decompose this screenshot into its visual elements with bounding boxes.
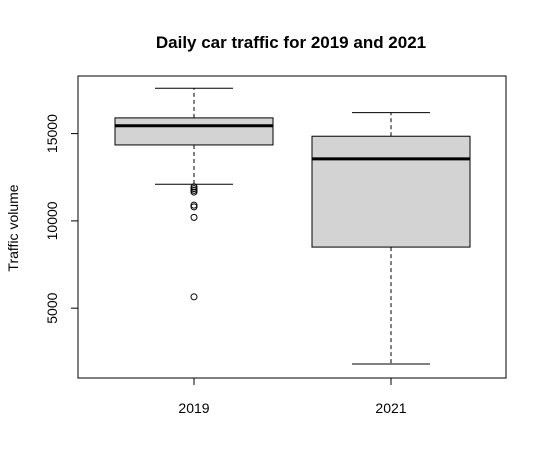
x-tick-label: 2019 [178,400,209,416]
iqr-box [311,135,471,248]
boxes-group [114,87,471,365]
outlier-point [190,293,198,301]
outlier-point [190,188,198,196]
x-tick-label: 2021 [375,400,406,416]
outlier-point [190,203,198,211]
box-2019 [114,87,274,301]
y-tick-label: 15000 [44,114,60,153]
x-axis: 2019 2021 [178,377,407,416]
y-tick-label: 5000 [44,292,60,323]
y-tick-label: 10000 [44,201,60,240]
box-2021 [311,112,471,365]
y-axis: 5000 10000 15000 [44,114,79,324]
chart-title: Daily car traffic for 2019 and 2021 [156,33,426,52]
outlier-point [190,213,198,221]
iqr-box [114,117,274,146]
y-axis-label: Traffic volume [5,184,21,271]
